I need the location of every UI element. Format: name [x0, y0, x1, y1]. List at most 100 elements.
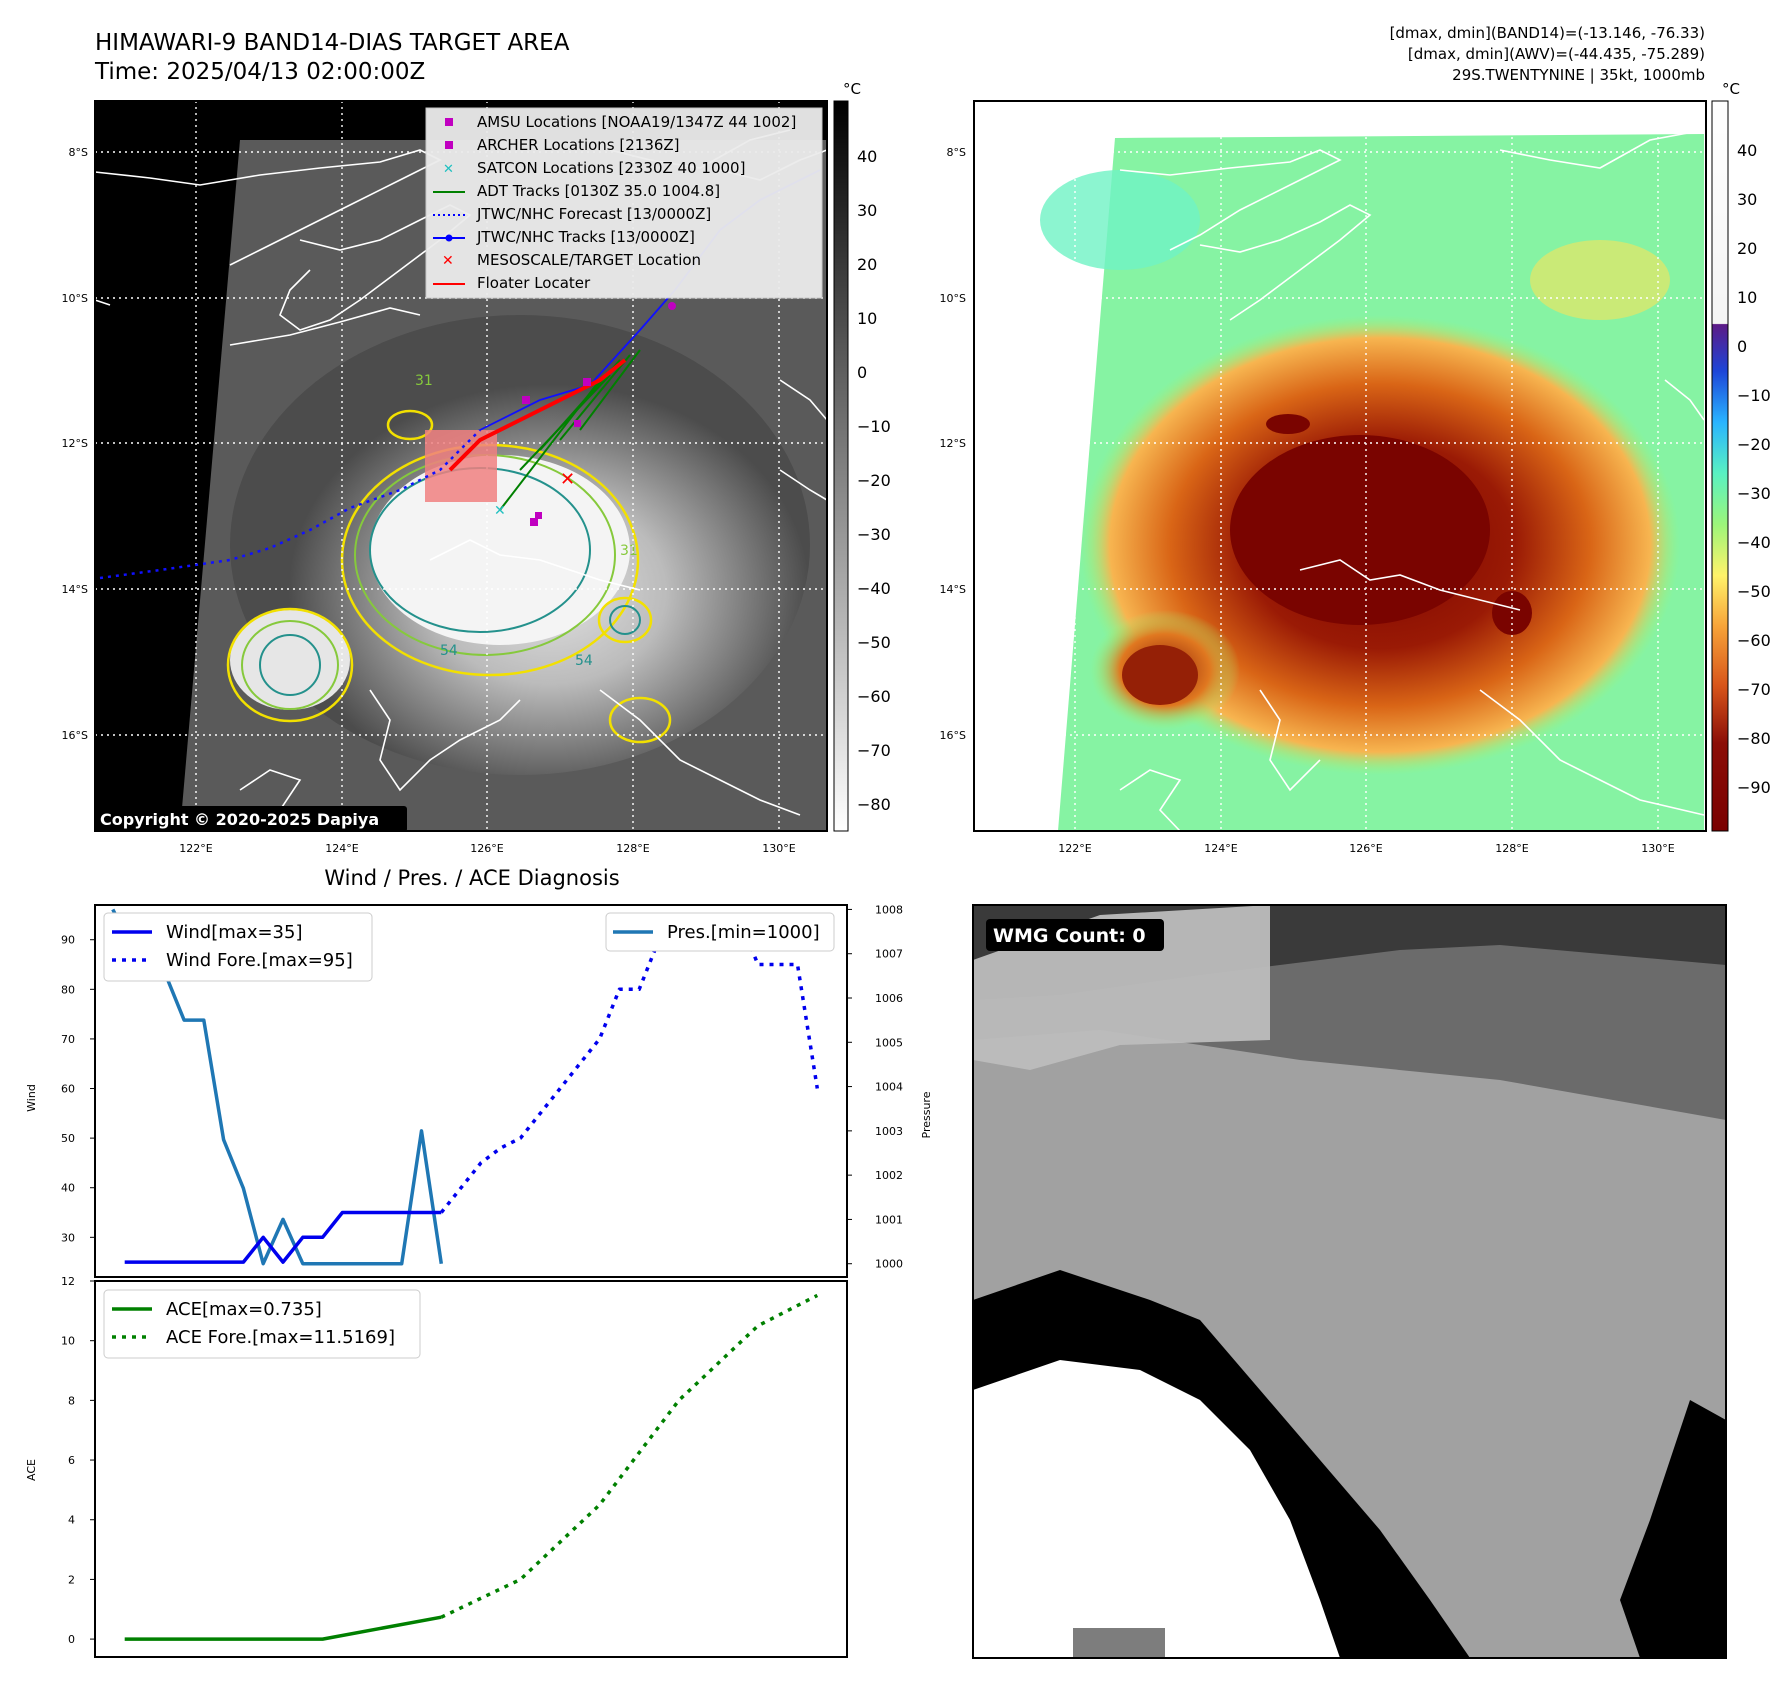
colorbar-tick: −40: [857, 579, 891, 598]
legend-wind-fore: Wind Fore.[max=95]: [166, 950, 353, 971]
panel2-header: [dmax, dmin](BAND14)=(-13.146, -76.33) […: [1390, 24, 1705, 84]
ace-tick-label: 2: [68, 1573, 75, 1586]
pressure-tick-label: 1006: [875, 992, 903, 1005]
wind-tick-label: 70: [61, 1033, 75, 1046]
colorbar-tick: 0: [1737, 337, 1747, 356]
wind-tick-label: 40: [61, 1182, 75, 1195]
panel2-storm-core: [1230, 435, 1490, 625]
target-legend-marker: ✕: [442, 253, 454, 269]
legend-label: SATCON Locations [2330Z 40 1000]: [477, 159, 745, 177]
legend-ace-fore: ACE Fore.[max=11.5169]: [166, 1327, 395, 1348]
colorbar-tick: 30: [1737, 190, 1757, 209]
lat-label: 16°S: [62, 729, 88, 742]
series-line: [439, 913, 820, 1214]
wind-tick-label: 90: [61, 934, 75, 947]
panel2-lon-labels: 122°E 124°E 126°E 128°E 130°E: [1058, 842, 1674, 855]
lat-label: 8°S: [947, 146, 966, 159]
panel4: WMG Count: 0: [972, 904, 1727, 1659]
ace-tick-label: 8: [68, 1394, 75, 1407]
legend-label: Floater Locater: [477, 274, 591, 292]
lon-label: 124°E: [1204, 842, 1237, 855]
panel1-colorbar-ticks: 40 30 20 10 0 −10 −20 −30 −40 −50 −60 −7…: [857, 147, 891, 814]
panel1-tracks: ✕ ✕: [99, 169, 821, 580]
ace-tick-label: 6: [68, 1454, 75, 1467]
colorbar-tick: −60: [857, 687, 891, 706]
target-location-marker: ✕: [560, 469, 575, 490]
archer-legend-marker: [445, 141, 453, 149]
panel2-small-cell: [1266, 414, 1310, 434]
colorbar-tick: −70: [857, 741, 891, 760]
panel2-warm-patch: [1530, 240, 1670, 320]
colorbar-tick: 40: [857, 147, 877, 166]
lon-label: 128°E: [616, 842, 649, 855]
contour-label: 31: [620, 543, 638, 559]
lon-label: 130°E: [1641, 842, 1674, 855]
pressure-tick-label: 1005: [875, 1036, 903, 1049]
panel2-frame: [973, 100, 1707, 832]
lat-label: 14°S: [940, 583, 966, 596]
panel2-coastlines: [1119, 129, 1705, 832]
panel3: Wind / Pres. / ACE Diagnosis 30405060708…: [25, 866, 933, 1658]
panel4-frame: [972, 904, 1727, 1659]
legend-label: JTWC/NHC Tracks [13/0000Z]: [476, 228, 695, 246]
legend-entry: AMSU Locations [NOAA19/1347Z 44 1002]: [445, 113, 796, 131]
panel1-colorbar-unit: °C: [843, 80, 861, 98]
ace-tick-label: 10: [61, 1335, 75, 1348]
ace-tick-label: 4: [68, 1514, 75, 1527]
contour-label: 54: [440, 643, 458, 659]
ace-plot: 0 2 4 6 8 10 12: [61, 1275, 819, 1646]
colorbar-tick: 10: [1737, 288, 1757, 307]
legend-pres: Pres.[min=1000]: [667, 922, 820, 943]
lon-label: 130°E: [762, 842, 795, 855]
panel2-colorbar-ticks: 40 30 20 10 0 −10 −20 −30 −40 −50 −60 −7…: [1737, 141, 1771, 797]
floater-locater: [448, 358, 627, 472]
colorbar-tick: −50: [857, 633, 891, 652]
legend-entry: ARCHER Locations [2136Z]: [445, 136, 680, 154]
pressure-axis-label: Pressure: [920, 1091, 933, 1138]
track-legend-dot: [445, 234, 453, 242]
legend-label: ARCHER Locations [2136Z]: [477, 136, 680, 154]
wmg-white-area: [973, 1360, 1340, 1658]
panel1-storm-core: [370, 455, 630, 645]
panel1: HIMAWARI-9 BAND14-DIAS TARGET AREA Time:…: [62, 30, 891, 855]
lon-label: 122°E: [179, 842, 212, 855]
colorbar-tick: 0: [857, 363, 867, 382]
colorbar-tick: −80: [857, 795, 891, 814]
colorbar-tick: −10: [1737, 386, 1771, 405]
wind-tick-label: 30: [61, 1231, 75, 1244]
wind-tick-label: 50: [61, 1132, 75, 1145]
colorbar-tick: −30: [1737, 484, 1771, 503]
colorbar-tick: 40: [1737, 141, 1757, 160]
legend-label: ADT Tracks [0130Z 35.0 1004.8]: [477, 182, 720, 200]
legend-entry: Floater Locater: [433, 274, 591, 292]
colorbar-tick: 20: [857, 255, 877, 274]
panel2-lat-labels: 8°S 10°S 12°S 14°S 16°S: [940, 146, 966, 742]
panel1-colorbar: [833, 100, 849, 832]
legend-entry: JTWC/NHC Forecast [13/0000Z]: [433, 205, 711, 223]
lon-label: 122°E: [1058, 842, 1091, 855]
archer-markers: [522, 378, 591, 526]
legend-entry: ✕ SATCON Locations [2330Z 40 1000]: [443, 159, 745, 177]
lon-label: 128°E: [1495, 842, 1528, 855]
lat-label: 10°S: [62, 292, 88, 305]
lon-label: 126°E: [1349, 842, 1382, 855]
series-line: [111, 908, 444, 1266]
colorbar-tick: −40: [1737, 533, 1771, 552]
legend-entry: JTWC/NHC Tracks [13/0000Z]: [433, 228, 695, 246]
colorbar-tick: 10: [857, 309, 877, 328]
colorbar-tick: −50: [1737, 582, 1771, 601]
pressure-tick-label: 1007: [875, 948, 903, 961]
panel3-title: Wind / Pres. / ACE Diagnosis: [324, 866, 619, 890]
series-line: [124, 1210, 442, 1264]
panel1-title-line1: HIMAWARI-9 BAND14-DIAS TARGET AREA: [95, 30, 570, 56]
ace-tick-label: 0: [68, 1633, 75, 1646]
panel2-secondary-core: [1122, 645, 1198, 705]
copyright-text: Copyright © 2020-2025 Dapiya: [100, 810, 379, 829]
colorbar-tick: −60: [1737, 631, 1771, 650]
pressure-tick-label: 1008: [875, 903, 903, 916]
colorbar-tick: 20: [1737, 239, 1757, 258]
satcon-marker: ✕: [494, 503, 506, 519]
wind-legend: Wind[max=35] Wind Fore.[max=95]: [103, 912, 373, 982]
panel2-colorbar-unit: °C: [1722, 80, 1740, 98]
